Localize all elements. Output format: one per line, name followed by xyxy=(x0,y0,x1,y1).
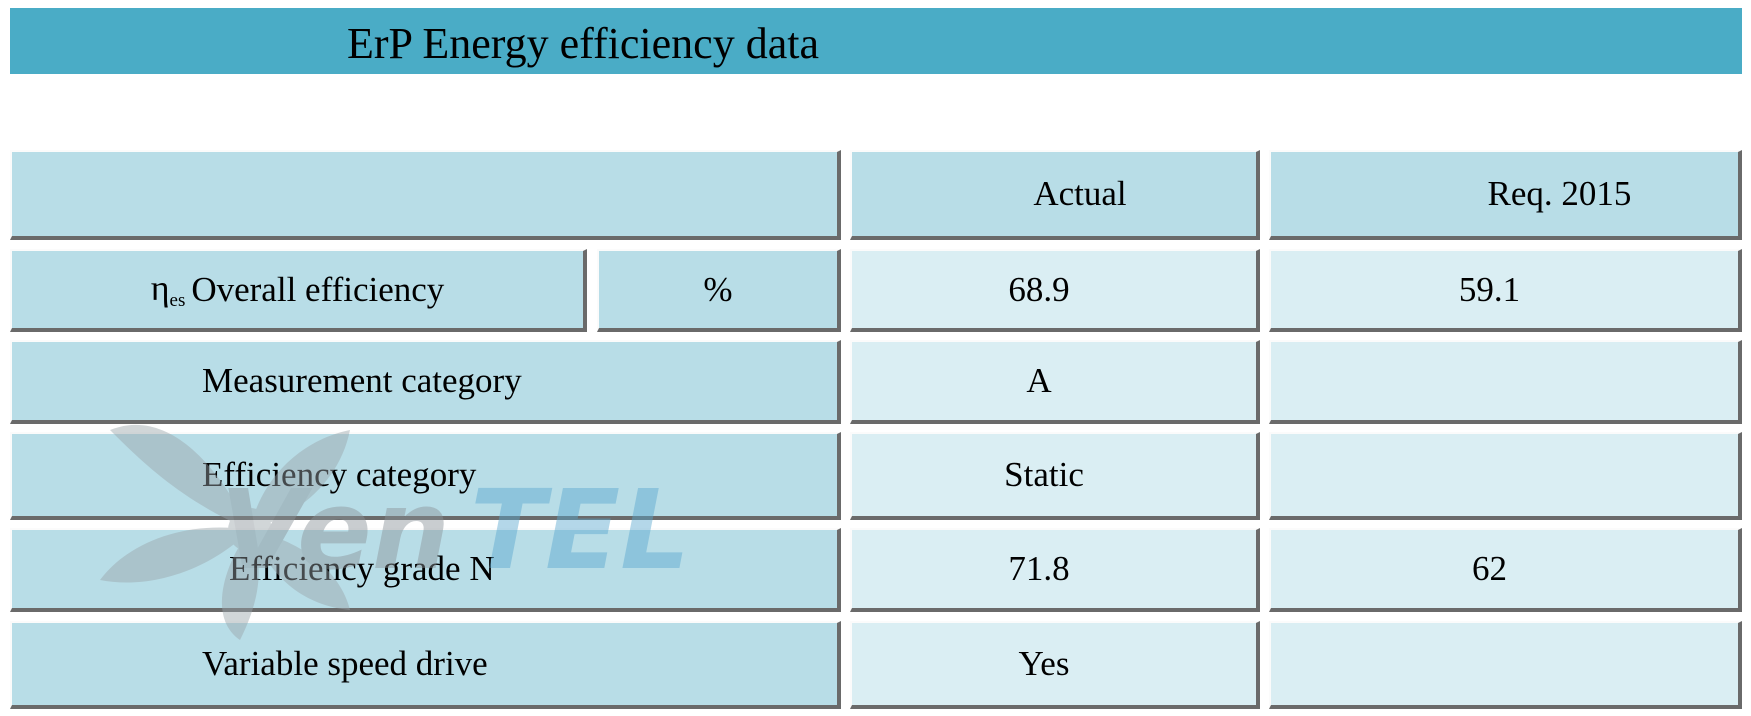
variable-speed-drive-req-cell xyxy=(1269,621,1742,709)
measurement-category-label: Measurement category xyxy=(202,361,522,400)
variable-speed-drive-label-cell: Variable speed drive xyxy=(10,621,841,709)
efficiency-category-label-cell: Efficiency category xyxy=(10,432,841,520)
efficiency-grade-label-cell: Efficiency grade N xyxy=(10,528,841,612)
efficiency-grade-label: Efficiency grade N xyxy=(229,549,495,588)
title-bar: ErP Energy efficiency data xyxy=(10,8,1742,74)
measurement-category-actual-cell: A xyxy=(850,340,1260,424)
variable-speed-drive-label: Variable speed drive xyxy=(202,644,488,683)
efficiency-grade-req: 62 xyxy=(1472,549,1507,588)
overall-efficiency-actual: 68.9 xyxy=(1008,269,1070,309)
measurement-category-label-cell: Measurement category xyxy=(10,340,841,424)
header-empty-cell xyxy=(10,150,841,240)
eta-symbol: ηes xyxy=(150,268,186,311)
header-actual-label: Actual xyxy=(1033,174,1127,213)
overall-efficiency-unit: % xyxy=(703,269,733,309)
efficiency-category-label: Efficiency category xyxy=(202,455,477,494)
header-req-label: Req. 2015 xyxy=(1487,174,1632,213)
overall-efficiency-actual-cell: 68.9 xyxy=(850,249,1260,332)
overall-efficiency-label-cell: ηes Overall efficiency xyxy=(10,249,587,332)
measurement-category-req-cell xyxy=(1269,340,1742,424)
variable-speed-drive-actual-cell: Yes xyxy=(850,621,1260,709)
efficiency-category-req-cell xyxy=(1269,432,1742,520)
efficiency-category-actual: Static xyxy=(1004,455,1084,494)
header-actual-cell: Actual xyxy=(850,150,1260,240)
overall-efficiency-label: Overall efficiency xyxy=(191,269,445,309)
measurement-category-actual: A xyxy=(1026,361,1052,400)
page-title: ErP Energy efficiency data xyxy=(347,19,819,68)
header-req-cell: Req. 2015 xyxy=(1269,150,1742,240)
efficiency-grade-actual-cell: 71.8 xyxy=(850,528,1260,612)
overall-efficiency-req-cell: 59.1 xyxy=(1269,249,1742,332)
overall-efficiency-req: 59.1 xyxy=(1458,269,1521,309)
efficiency-category-actual-cell: Static xyxy=(850,432,1260,520)
overall-efficiency-unit-cell: % xyxy=(597,249,841,332)
efficiency-grade-actual: 71.8 xyxy=(1008,549,1070,588)
variable-speed-drive-actual: Yes xyxy=(1018,644,1070,683)
efficiency-grade-req-cell: 62 xyxy=(1269,528,1742,612)
